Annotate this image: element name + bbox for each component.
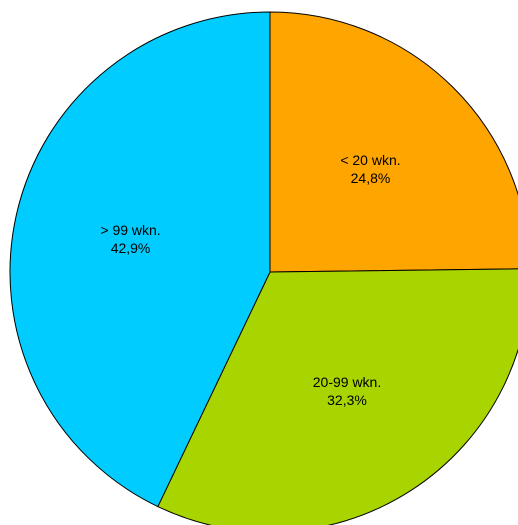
pie-slice bbox=[269, 11, 518, 273]
pie-slice bbox=[157, 268, 518, 525]
slice-label: 20-99 wkn. bbox=[313, 374, 381, 390]
pie-slice bbox=[9, 11, 271, 508]
slice-value-label: 32,3% bbox=[327, 392, 367, 408]
slice-value-label: 24,8% bbox=[351, 170, 391, 186]
slice-label: < 20 wkn. bbox=[340, 152, 400, 168]
slice-value-label: 42,9% bbox=[111, 240, 151, 256]
slice-label: > 99 wkn. bbox=[100, 222, 160, 238]
